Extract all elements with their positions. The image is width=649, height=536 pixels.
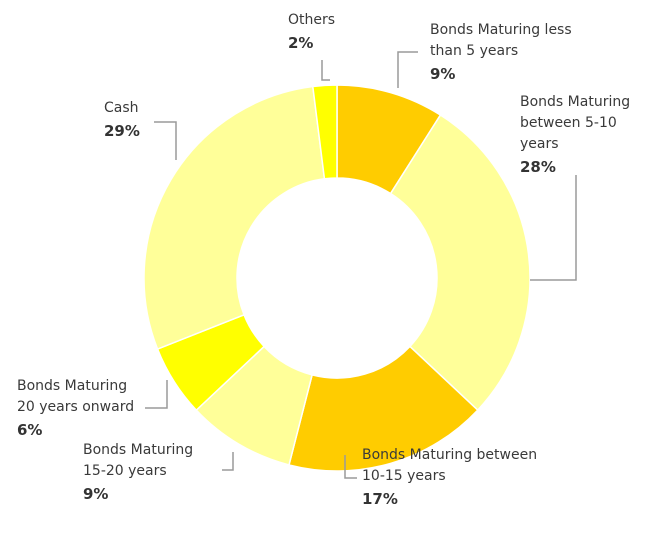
category-label: Others xyxy=(288,12,336,28)
slice-label: Bonds Maturing between 10-15 years 17% xyxy=(362,445,562,510)
value-label: 28% xyxy=(520,158,556,176)
connector xyxy=(321,60,330,81)
value-label: 9% xyxy=(83,485,109,503)
value-label: 6% xyxy=(17,421,43,439)
donut-slice xyxy=(389,114,531,412)
slice-label: Bonds Maturing between 5-10 years 28% xyxy=(520,92,645,178)
value-label: 9% xyxy=(430,65,456,83)
slice-label: Bonds Maturing 15-20 years 9% xyxy=(83,440,208,505)
category-label: Bonds Maturing 20 years onward xyxy=(17,378,135,415)
connector xyxy=(145,380,168,409)
donut-slice xyxy=(311,84,338,180)
donut xyxy=(143,84,531,472)
slice-label: Cash 29% xyxy=(104,98,164,142)
slice-label: Others 2% xyxy=(288,10,348,54)
connector xyxy=(397,51,418,88)
slice-label: Bonds Maturing 20 years onward 6% xyxy=(17,376,142,441)
connector xyxy=(530,175,577,281)
category-label: Bonds Maturing less than 5 years xyxy=(430,22,572,59)
donut-slice xyxy=(288,345,479,472)
slice-label: Bonds Maturing less than 5 years 9% xyxy=(430,20,590,85)
connector xyxy=(344,455,357,479)
category-label: Cash xyxy=(104,100,139,116)
category-label: Bonds Maturing between 10-15 years xyxy=(362,447,538,484)
connector xyxy=(154,121,177,160)
value-label: 2% xyxy=(288,34,314,52)
connector xyxy=(222,452,234,471)
donut-slice xyxy=(143,85,326,351)
value-label: 29% xyxy=(104,122,140,140)
category-label: Bonds Maturing between 5-10 years xyxy=(520,94,631,152)
value-label: 17% xyxy=(362,490,398,508)
category-label: Bonds Maturing 15-20 years xyxy=(83,442,194,479)
